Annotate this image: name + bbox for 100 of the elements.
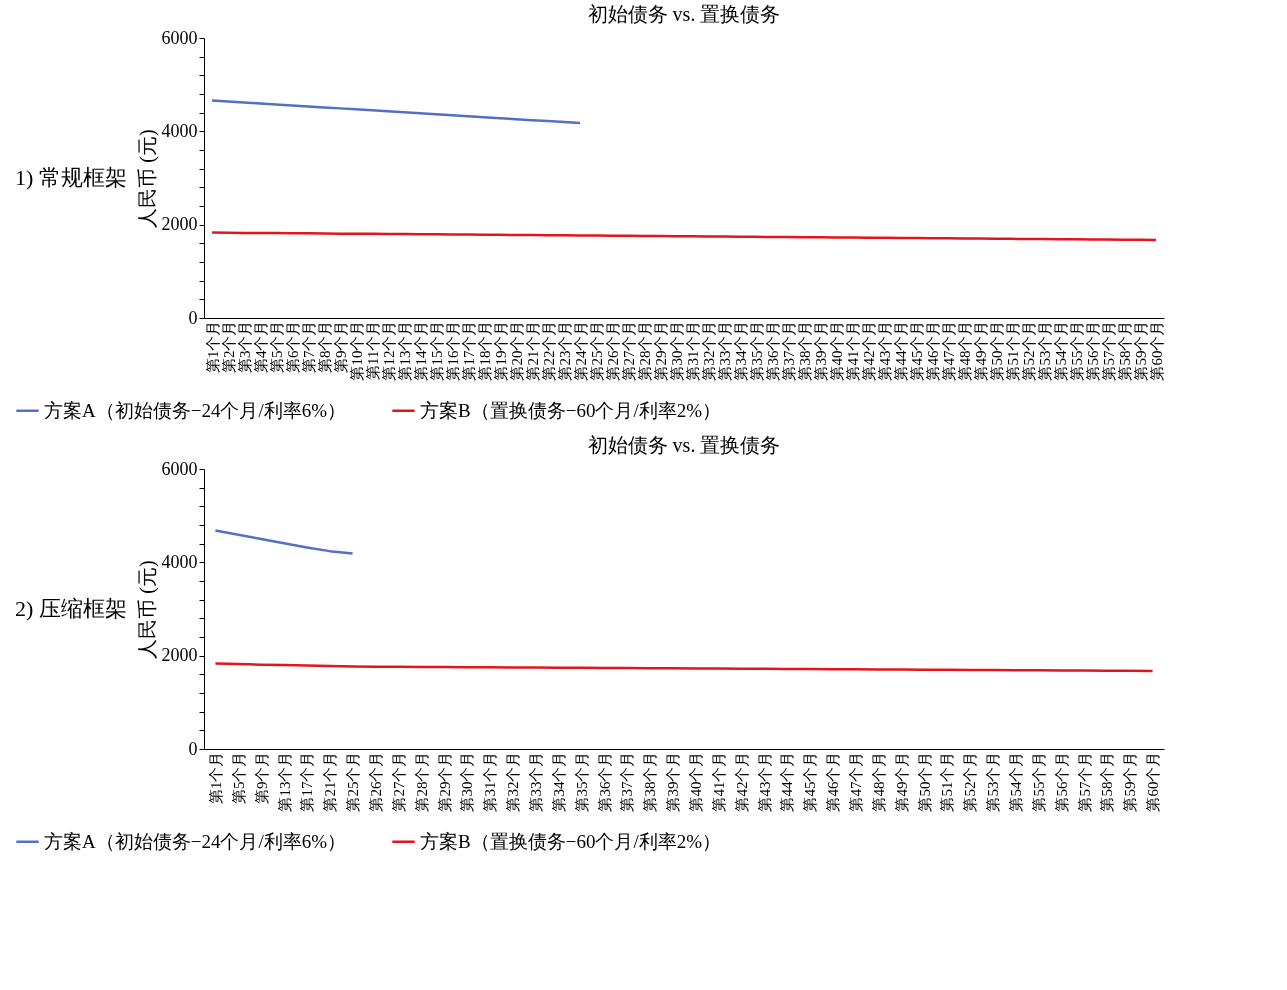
x-tick-label: 第3个月 xyxy=(236,320,253,373)
x-tick-label: 第18个月 xyxy=(476,320,493,381)
x-tick-label: 第32个月 xyxy=(505,751,522,812)
x-tick-label: 第5个月 xyxy=(268,320,285,373)
x-tick-label: 第35个月 xyxy=(748,320,765,381)
x-tick-label: 第4个月 xyxy=(252,320,269,373)
line-series xyxy=(214,662,1154,673)
line-series xyxy=(210,99,582,125)
x-tick-label: 第41个月 xyxy=(844,320,861,381)
x-tick-label: 第21个月 xyxy=(524,320,541,381)
chart-title: 初始债务 vs. 置换债务 xyxy=(587,434,781,456)
x-tick-label: 第1个月 xyxy=(207,751,224,804)
x-tick-label: 第39个月 xyxy=(812,320,829,381)
x-tick-label: 第57个月 xyxy=(1100,320,1117,381)
x-tick-label: 第50个月 xyxy=(988,320,1005,381)
x-tick-label: 第24个月 xyxy=(572,320,589,381)
legend-label: 方案A（初始债务−24个月/利率6%） xyxy=(44,399,347,421)
x-tick-label: 第38个月 xyxy=(642,751,659,812)
x-tick-label: 第29个月 xyxy=(652,320,669,381)
x-tick-label: 第42个月 xyxy=(860,320,877,381)
x-tick-label: 第22个月 xyxy=(540,320,557,381)
y-axis-title: 人民币 (元) xyxy=(135,560,159,659)
y-tick-label: 0 xyxy=(188,738,198,759)
y-tick-label: 2000 xyxy=(161,645,198,666)
x-tick-label: 第50个月 xyxy=(916,751,933,812)
x-tick-label: 第38个月 xyxy=(796,320,813,381)
x-tick-label: 第59个月 xyxy=(1122,751,1139,812)
x-tick-label: 第31个月 xyxy=(684,320,701,381)
x-tick-label: 第1个月 xyxy=(204,320,221,373)
legend-label: 方案B（置换债务−60个月/利率2%） xyxy=(420,830,721,852)
x-tick-label: 第41个月 xyxy=(710,751,727,812)
x-tick-label: 第58个月 xyxy=(1116,320,1133,381)
x-tick-label: 第35个月 xyxy=(573,751,590,812)
x-tick-label: 第7个月 xyxy=(300,320,317,373)
x-tick-label: 第48个月 xyxy=(956,320,973,381)
x-tick-label: 第46个月 xyxy=(924,320,941,381)
x-tick-label: 第26个月 xyxy=(367,751,384,812)
text: 1) 常规框架 xyxy=(15,165,127,190)
x-tick-label: 第45个月 xyxy=(908,320,925,381)
y-tick-label: 6000 xyxy=(161,458,198,479)
legend-label: 方案B（置换债务−60个月/利率2%） xyxy=(420,399,721,421)
x-tick-label: 第10个月 xyxy=(348,320,365,381)
x-tick-label: 第36个月 xyxy=(596,751,613,812)
x-tick-label: 第30个月 xyxy=(459,751,476,812)
y-tick-label: 2000 xyxy=(161,214,198,235)
y-tick-label: 4000 xyxy=(161,120,198,141)
x-tick-label: 第32个月 xyxy=(700,320,717,381)
x-tick-label: 第58个月 xyxy=(1099,751,1116,812)
x-tick-label: 第19个月 xyxy=(492,320,509,381)
x-tick-label: 第55个月 xyxy=(1068,320,1085,381)
y-tick-label: 0 xyxy=(188,307,198,328)
y-tick-label: 6000 xyxy=(161,27,198,48)
line-series xyxy=(210,231,1158,242)
x-tick-label: 第33个月 xyxy=(527,751,544,812)
x-tick-label: 第42个月 xyxy=(733,751,750,812)
x-tick-label: 第2个月 xyxy=(220,320,237,373)
x-tick-label: 第39个月 xyxy=(665,751,682,812)
x-tick-label: 第9个月 xyxy=(332,320,349,373)
x-tick-label: 第13个月 xyxy=(276,751,293,812)
x-tick-label: 第6个月 xyxy=(284,320,301,373)
x-tick-label: 第21个月 xyxy=(322,751,339,812)
x-tick-label: 第15个月 xyxy=(428,320,445,381)
x-tick-label: 第37个月 xyxy=(780,320,797,381)
x-tick-label: 第46个月 xyxy=(825,751,842,812)
x-tick-label: 第30个月 xyxy=(668,320,685,381)
text: 2) 压缩框架 xyxy=(15,596,127,621)
x-tick-label: 第54个月 xyxy=(1007,751,1024,812)
line-series xyxy=(214,529,354,555)
x-tick-label: 第25个月 xyxy=(588,320,605,381)
x-tick-label: 第26个月 xyxy=(604,320,621,381)
x-tick-label: 第44个月 xyxy=(779,751,796,812)
x-tick-label: 第8个月 xyxy=(316,320,333,373)
x-tick-label: 第17个月 xyxy=(299,751,316,812)
x-tick-label: 第34个月 xyxy=(550,751,567,812)
x-tick-label: 第12个月 xyxy=(380,320,397,381)
x-tick-label: 第40个月 xyxy=(687,751,704,812)
x-tick-label: 第57个月 xyxy=(1076,751,1093,812)
x-tick-label: 第5个月 xyxy=(230,751,247,804)
x-tick-label: 第43个月 xyxy=(756,751,773,812)
x-tick-label: 第27个月 xyxy=(620,320,637,381)
x-tick-label: 第55个月 xyxy=(1030,751,1047,812)
legend-label: 方案A（初始债务−24个月/利率6%） xyxy=(44,830,347,852)
x-tick-label: 第48个月 xyxy=(870,751,887,812)
x-tick-label: 第53个月 xyxy=(985,751,1002,812)
y-axis-title: 人民币 (元) xyxy=(135,129,159,228)
x-tick-label: 第51个月 xyxy=(939,751,956,812)
x-tick-label: 第16个月 xyxy=(444,320,461,381)
y-tick-label: 4000 xyxy=(161,551,198,572)
x-tick-label: 第29个月 xyxy=(436,751,453,812)
x-tick-label: 第56个月 xyxy=(1053,751,1070,812)
x-tick-label: 第9个月 xyxy=(253,751,270,804)
x-tick-label: 第47个月 xyxy=(847,751,864,812)
chart-title: 初始债务 vs. 置换债务 xyxy=(587,3,781,25)
x-tick-label: 第47个月 xyxy=(940,320,957,381)
x-tick-label: 第20个月 xyxy=(508,320,525,381)
x-tick-label: 第53个月 xyxy=(1036,320,1053,381)
x-tick-label: 第40个月 xyxy=(828,320,845,381)
x-tick-label: 第52个月 xyxy=(1020,320,1037,381)
x-tick-label: 第36个月 xyxy=(764,320,781,381)
x-tick-label: 第14个月 xyxy=(412,320,429,381)
